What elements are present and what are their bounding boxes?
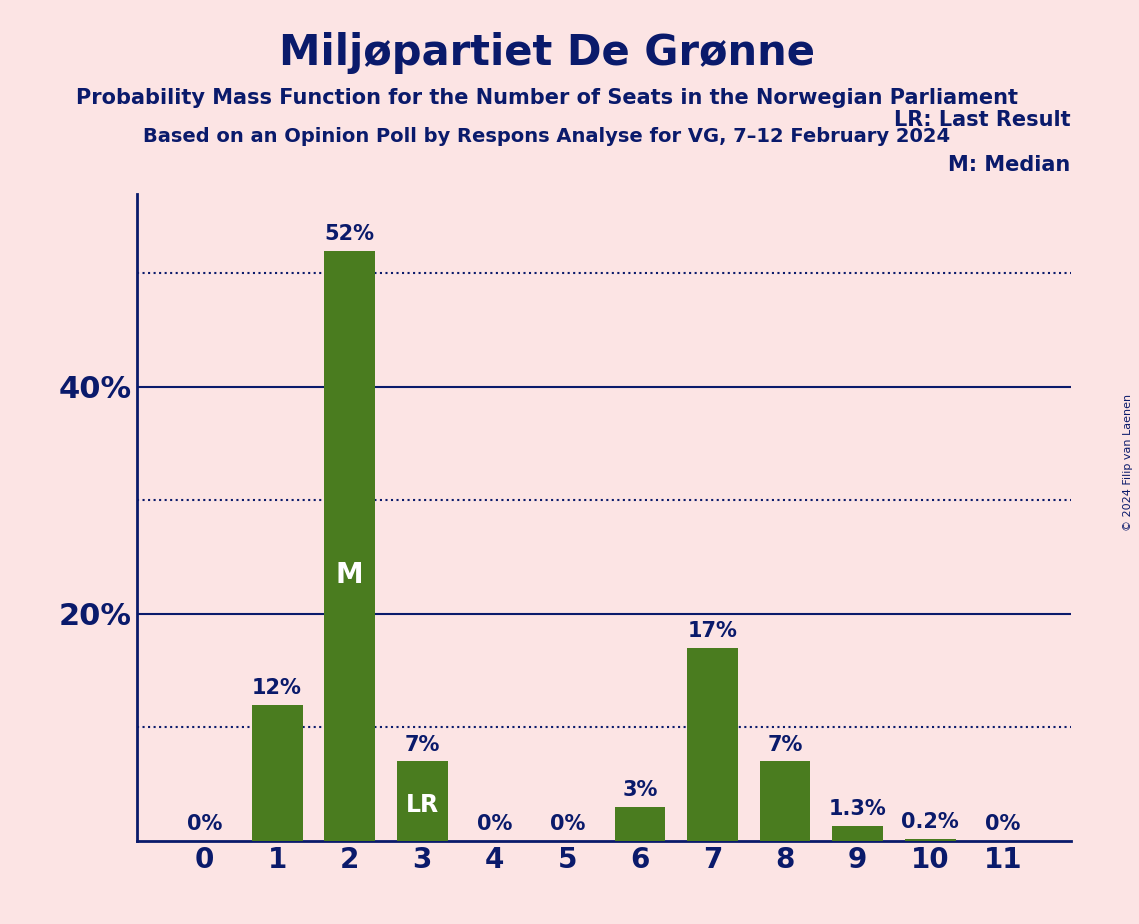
Text: Based on an Opinion Poll by Respons Analyse for VG, 7–12 February 2024: Based on an Opinion Poll by Respons Anal… [144,127,950,146]
Text: 7%: 7% [768,735,803,755]
Bar [252,705,303,841]
Text: Miljøpartiet De Grønne: Miljøpartiet De Grønne [279,32,814,74]
Text: © 2024 Filip van Laenen: © 2024 Filip van Laenen [1123,394,1133,530]
Text: 52%: 52% [325,224,375,244]
Bar [904,839,956,841]
Text: 0.2%: 0.2% [901,812,959,832]
Text: LR: LR [405,793,439,817]
Text: 12%: 12% [252,678,302,698]
Bar [615,807,665,841]
Text: 0%: 0% [550,814,585,834]
Bar [396,761,448,841]
Text: Probability Mass Function for the Number of Seats in the Norwegian Parliament: Probability Mass Function for the Number… [75,88,1018,108]
Text: 0%: 0% [477,814,513,834]
Bar [760,761,811,841]
Bar [687,648,738,841]
Bar [833,826,883,841]
Text: 7%: 7% [404,735,440,755]
Text: LR: Last Result: LR: Last Result [894,110,1071,130]
Text: 0%: 0% [985,814,1021,834]
Text: 17%: 17% [688,621,737,641]
Text: 1.3%: 1.3% [829,799,886,820]
Bar [325,250,375,841]
Text: 0%: 0% [187,814,222,834]
Text: M: M [336,561,363,590]
Text: 3%: 3% [622,780,657,800]
Text: M: Median: M: Median [949,155,1071,176]
